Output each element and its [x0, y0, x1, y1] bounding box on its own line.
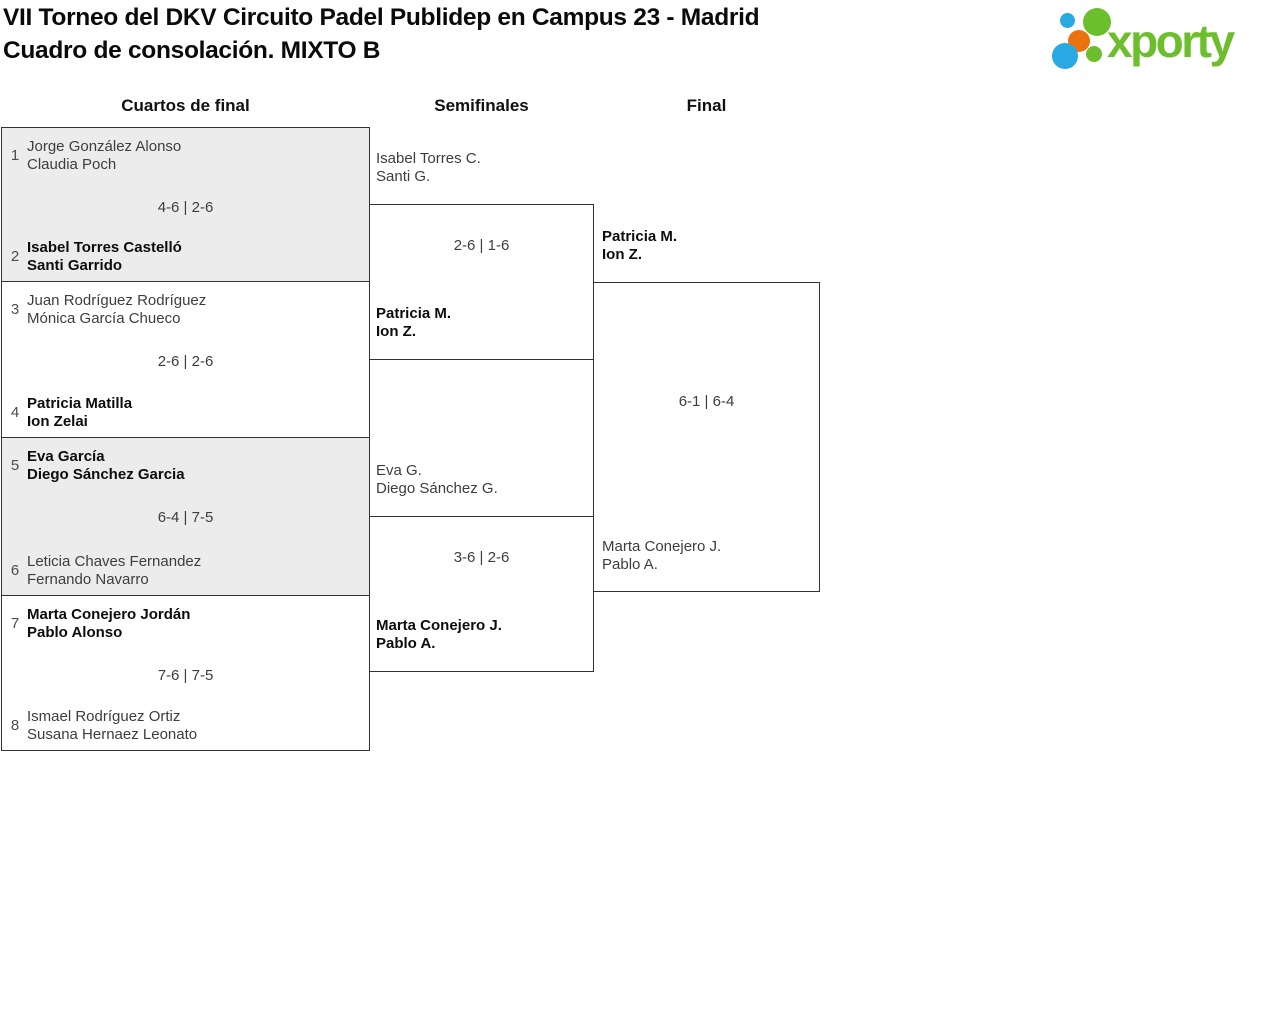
match-quarterfinal-2: 3 Juan Rodríguez Rodríguez Mónica García… [1, 281, 370, 437]
player-name: Ion Zelai [27, 412, 88, 430]
player-name: Patricia Matilla [27, 395, 133, 412]
match-semifinal-2: Eva G. Diego Sánchez G. 3-6 | 2-6 Marta … [369, 462, 594, 672]
player-name: Patricia M. [602, 228, 678, 245]
seed-number: 2 [10, 248, 20, 265]
player-name: Jorge González Alonso [27, 138, 182, 155]
player-name: Ismael Rodríguez Ortiz [27, 708, 181, 725]
match-quarterfinal-1: 1 Jorge González Alonso Claudia Poch 4-6… [1, 127, 370, 281]
team-name: Patricia M. Ion Z. [602, 228, 677, 263]
team-name: Isabel Torres C. Santi G. [376, 150, 481, 185]
match-quarterfinal-3: 5 Eva García Diego Sánchez Garcia 6-4 | … [1, 437, 370, 595]
seed-number: 8 [10, 717, 20, 734]
player-name: Susana Hernaez Leonato [27, 725, 198, 743]
team-name: Patricia Matilla Ion Zelai [27, 395, 132, 430]
seed-number: 7 [10, 615, 20, 632]
logo-dot-icon [1052, 43, 1078, 69]
player-name: Pablo A. [376, 634, 436, 652]
round-header-final: Final [686, 96, 727, 115]
round-header-quarterfinals: Cuartos de final [121, 96, 250, 115]
seed-number: 6 [10, 562, 20, 579]
player-name: Claudia Poch [27, 155, 117, 173]
player-name: Marta Conejero J. [376, 617, 502, 634]
team-name: Jorge González Alonso Claudia Poch [27, 138, 181, 173]
player-name: Marta Conejero Jordán [27, 606, 191, 623]
player-name: Patricia M. [376, 305, 452, 322]
player-name: Ion Z. [602, 245, 642, 263]
team-name: Ismael Rodríguez Ortiz Susana Hernaez Le… [27, 708, 197, 743]
xporty-logo[interactable]: xporty [1045, 5, 1275, 77]
page-title: VII Torneo del DKV Circuito Padel Publid… [3, 1, 760, 67]
seed-number: 5 [10, 457, 20, 474]
player-name: Santi G. [376, 167, 431, 185]
player-name: Juan Rodríguez Rodríguez [27, 292, 207, 309]
match-score: 2-6 | 1-6 [453, 237, 510, 254]
match-score: 3-6 | 2-6 [453, 549, 510, 566]
player-name: Diego Sánchez Garcia [27, 465, 185, 483]
logo-dot-icon [1086, 46, 1102, 62]
match-quarterfinal-4: 7 Marta Conejero Jordán Pablo Alonso 7-6… [1, 595, 370, 751]
logo-dot-icon [1060, 13, 1075, 28]
player-name: Mónica García Chueco [27, 309, 181, 327]
player-name: Diego Sánchez G. [376, 479, 498, 497]
player-name: Eva García [27, 448, 105, 465]
team-name: Marta Conejero J. Pablo A. [602, 538, 721, 573]
bracket-subtitle: Cuadro de consolación. MIXTO B [3, 37, 381, 64]
logo-dot-icon [1083, 8, 1111, 36]
player-name: Pablo Alonso [27, 623, 123, 641]
team-name: Eva G. Diego Sánchez G. [376, 462, 498, 497]
match-score: 4-6 | 2-6 [157, 199, 214, 216]
player-name: Isabel Torres Castelló [27, 239, 182, 256]
player-name: Santi Garrido [27, 256, 123, 274]
player-name: Pablo A. [602, 555, 658, 573]
player-name: Isabel Torres C. [376, 150, 481, 167]
player-name: Fernando Navarro [27, 570, 149, 588]
match-score: 6-1 | 6-4 [678, 393, 735, 410]
team-name: Eva García Diego Sánchez Garcia [27, 448, 185, 483]
player-name: Eva G. [376, 462, 422, 479]
match-semifinal-1: Isabel Torres C. Santi G. 2-6 | 1-6 Patr… [369, 150, 594, 360]
seed-number: 1 [10, 147, 20, 164]
team-name: Marta Conejero Jordán Pablo Alonso [27, 606, 190, 641]
team-name: Patricia M. Ion Z. [376, 305, 451, 340]
team-name: Isabel Torres Castelló Santi Garrido [27, 239, 182, 274]
team-name: Marta Conejero J. Pablo A. [376, 617, 502, 652]
logo-wordmark: xporty [1107, 15, 1235, 67]
team-name: Leticia Chaves Fernandez Fernando Navarr… [27, 553, 201, 588]
seed-number: 4 [10, 404, 20, 421]
tournament-title: VII Torneo del DKV Circuito Padel Publid… [3, 4, 760, 31]
seed-number: 3 [10, 301, 20, 318]
match-final: Patricia M. Ion Z. 6-1 | 6-4 Marta Conej… [593, 228, 820, 592]
match-score: 6-4 | 7-5 [157, 509, 214, 526]
player-name: Ion Z. [376, 322, 416, 340]
player-name: Leticia Chaves Fernandez [27, 553, 202, 570]
player-name: Marta Conejero J. [602, 538, 722, 555]
team-name: Juan Rodríguez Rodríguez Mónica García C… [27, 292, 206, 327]
match-score: 2-6 | 2-6 [157, 353, 214, 370]
round-header-semifinals: Semifinales [434, 96, 529, 115]
match-score: 7-6 | 7-5 [157, 667, 214, 684]
